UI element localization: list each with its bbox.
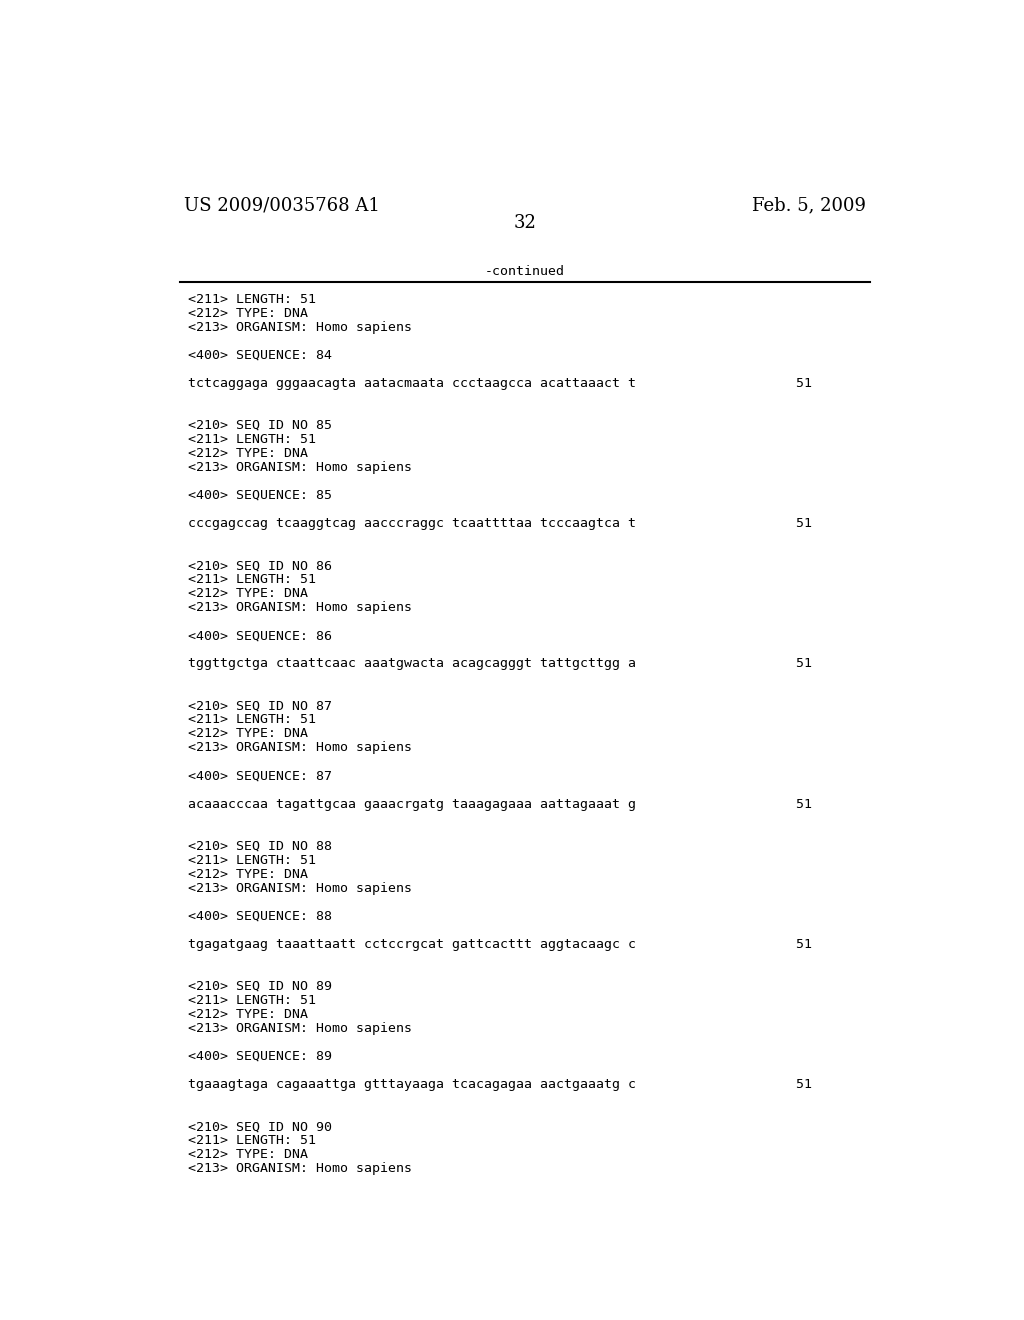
Text: <213> ORGANISM: Homo sapiens: <213> ORGANISM: Homo sapiens [187, 882, 412, 895]
Text: <211> LENGTH: 51: <211> LENGTH: 51 [187, 713, 315, 726]
Text: <212> TYPE: DNA: <212> TYPE: DNA [187, 867, 307, 880]
Text: <211> LENGTH: 51: <211> LENGTH: 51 [187, 1134, 315, 1147]
Text: <212> TYPE: DNA: <212> TYPE: DNA [187, 1008, 307, 1020]
Text: <211> LENGTH: 51: <211> LENGTH: 51 [187, 854, 315, 867]
Text: 32: 32 [513, 214, 537, 232]
Text: <400> SEQUENCE: 84: <400> SEQUENCE: 84 [187, 348, 332, 362]
Text: <210> SEQ ID NO 85: <210> SEQ ID NO 85 [187, 418, 332, 432]
Text: <400> SEQUENCE: 85: <400> SEQUENCE: 85 [187, 488, 332, 502]
Text: tgagatgaag taaattaatt cctccrgcat gattcacttt aggtacaagc c                    51: tgagatgaag taaattaatt cctccrgcat gattcac… [187, 937, 811, 950]
Text: <213> ORGANISM: Homo sapiens: <213> ORGANISM: Homo sapiens [187, 1162, 412, 1175]
Text: <211> LENGTH: 51: <211> LENGTH: 51 [187, 573, 315, 586]
Text: Feb. 5, 2009: Feb. 5, 2009 [752, 195, 866, 214]
Text: <213> ORGANISM: Homo sapiens: <213> ORGANISM: Homo sapiens [187, 742, 412, 755]
Text: <213> ORGANISM: Homo sapiens: <213> ORGANISM: Homo sapiens [187, 321, 412, 334]
Text: <212> TYPE: DNA: <212> TYPE: DNA [187, 306, 307, 319]
Text: <213> ORGANISM: Homo sapiens: <213> ORGANISM: Homo sapiens [187, 601, 412, 614]
Text: tggttgctga ctaattcaac aaatgwacta acagcagggt tattgcttgg a                    51: tggttgctga ctaattcaac aaatgwacta acagcag… [187, 657, 811, 671]
Text: <213> ORGANISM: Homo sapiens: <213> ORGANISM: Homo sapiens [187, 461, 412, 474]
Text: <212> TYPE: DNA: <212> TYPE: DNA [187, 447, 307, 459]
Text: acaaacccaa tagattgcaa gaaacrgatg taaagagaaa aattagaaat g                    51: acaaacccaa tagattgcaa gaaacrgatg taaagag… [187, 797, 811, 810]
Text: tctcaggaga gggaacagta aatacmaata ccctaagcca acattaaact t                    51: tctcaggaga gggaacagta aatacmaata ccctaag… [187, 376, 811, 389]
Text: -continued: -continued [484, 265, 565, 279]
Text: <400> SEQUENCE: 87: <400> SEQUENCE: 87 [187, 770, 332, 783]
Text: cccgagccag tcaaggtcag aacccraggc tcaattttaa tcccaagtca t                    51: cccgagccag tcaaggtcag aacccraggc tcaattt… [187, 517, 811, 531]
Text: <210> SEQ ID NO 86: <210> SEQ ID NO 86 [187, 560, 332, 572]
Text: <212> TYPE: DNA: <212> TYPE: DNA [187, 727, 307, 741]
Text: <212> TYPE: DNA: <212> TYPE: DNA [187, 1148, 307, 1162]
Text: US 2009/0035768 A1: US 2009/0035768 A1 [183, 195, 380, 214]
Text: <213> ORGANISM: Homo sapiens: <213> ORGANISM: Homo sapiens [187, 1022, 412, 1035]
Text: <210> SEQ ID NO 90: <210> SEQ ID NO 90 [187, 1121, 332, 1133]
Text: <400> SEQUENCE: 89: <400> SEQUENCE: 89 [187, 1049, 332, 1063]
Text: <211> LENGTH: 51: <211> LENGTH: 51 [187, 433, 315, 446]
Text: <212> TYPE: DNA: <212> TYPE: DNA [187, 587, 307, 601]
Text: <211> LENGTH: 51: <211> LENGTH: 51 [187, 994, 315, 1007]
Text: <210> SEQ ID NO 88: <210> SEQ ID NO 88 [187, 840, 332, 853]
Text: tgaaagtaga cagaaattga gtttayaaga tcacagagaa aactgaaatg c                    51: tgaaagtaga cagaaattga gtttayaaga tcacaga… [187, 1078, 811, 1092]
Text: <400> SEQUENCE: 86: <400> SEQUENCE: 86 [187, 630, 332, 643]
Text: <211> LENGTH: 51: <211> LENGTH: 51 [187, 293, 315, 305]
Text: <210> SEQ ID NO 89: <210> SEQ ID NO 89 [187, 979, 332, 993]
Text: <210> SEQ ID NO 87: <210> SEQ ID NO 87 [187, 700, 332, 713]
Text: <400> SEQUENCE: 88: <400> SEQUENCE: 88 [187, 909, 332, 923]
